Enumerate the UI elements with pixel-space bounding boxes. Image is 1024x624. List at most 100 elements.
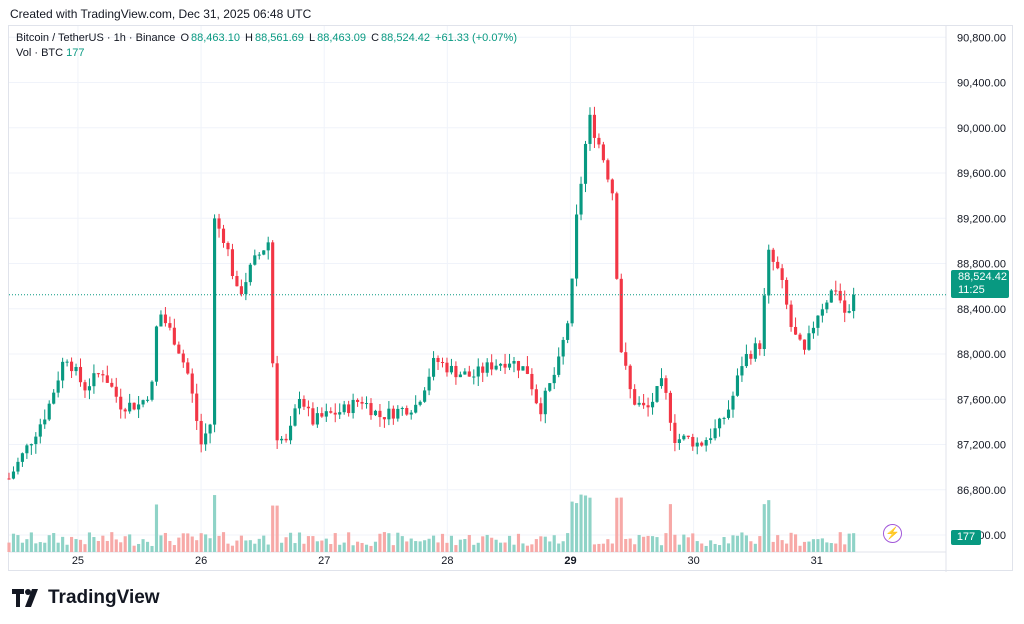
volume-bar [230,545,235,552]
candle-body [449,365,454,373]
volume-bar [266,544,270,552]
volume-bar [834,543,838,552]
y-tick-label: 90,000.00 [957,123,1006,135]
candle-body [52,392,56,404]
candle-body [807,333,811,350]
candle-body [342,404,346,413]
y-tick-label: 90,800.00 [957,32,1006,44]
candle-body [579,183,583,215]
volume-bar [391,545,395,552]
candle-body [490,362,494,370]
candle-body [655,386,659,402]
candle-body [561,339,565,357]
candle-body [798,334,802,340]
x-tick-label: 28 [441,555,453,567]
volume-bar [329,544,333,552]
candle-body [601,144,605,161]
x-tick-label: 30 [687,555,699,567]
volume-bar [369,545,373,552]
candle-body [56,380,60,393]
volume-bar [499,542,503,552]
candle-body [485,362,489,373]
volume-bar [838,532,842,552]
volume-bar [61,536,65,552]
candle-body [271,242,275,364]
candle-body [190,373,194,394]
volume-bar [378,533,382,552]
volume-bar [306,536,310,552]
volume-bar [449,535,454,552]
volume-bar [351,545,355,552]
chart-frame [8,25,1013,571]
change-value: +61.33 (+0.07%) [435,32,517,44]
volume-bar [235,540,239,552]
volume-bar [802,541,807,552]
volume-bar [664,533,668,552]
volume-bar [557,543,561,552]
candle-body [154,326,159,382]
candle-body [597,137,601,145]
candle-body [744,354,748,367]
volume-bar [615,497,619,552]
candle-body [767,249,771,296]
candle-body [825,302,829,310]
volume-bar [226,543,230,552]
volume-bar [382,532,386,552]
candle-body [713,428,717,439]
volume-bar [56,542,60,552]
candle-body [65,361,69,363]
candle-body [606,160,610,180]
volume-bar [539,536,543,552]
candle-body [119,396,123,410]
volume-bar [847,533,851,552]
volume-bar [114,539,118,552]
candle-body [668,392,672,423]
symbol-label[interactable]: Bitcoin / TetherUS · 1h · Binance [16,32,176,44]
candle-body [709,438,713,441]
volume-bar [128,534,132,552]
volume-bar [825,542,829,552]
candle-body [302,398,306,407]
volume-bar [52,533,56,552]
candle-body [552,374,556,384]
ohlc-legend: Bitcoin / TetherUS · 1h · Binance O 88,46… [16,32,519,44]
candle-body [87,386,92,391]
volume-bar [700,543,704,552]
volume-bar [119,542,123,552]
volume-bar [521,543,525,552]
volume-bar [356,541,360,552]
candle-body [244,282,248,295]
volume-bar [816,539,820,552]
candle-body [619,278,623,353]
last-price: 88,524.42 [958,271,1007,283]
candle-body [852,294,856,312]
candle-body [364,403,369,405]
candle-body [753,343,757,359]
candle-body [16,461,20,472]
candle-body [722,417,726,419]
volume-bar [141,539,145,552]
volume-label[interactable]: Vol · BTC [16,47,64,59]
volume-bar [288,532,293,552]
volume-bar [691,533,695,552]
volume-bar [534,539,538,552]
volume-bar [387,533,391,552]
volume-bar [592,544,597,552]
volume-bar [320,540,324,552]
volume-bar [476,542,480,552]
candle-body [525,366,529,374]
volume-bar [87,532,92,552]
volume-bar [20,542,24,552]
candle-body [248,264,252,283]
volume-bar [186,533,190,552]
y-tick-label: 88,800.00 [957,259,1006,271]
volume-bar [829,543,833,552]
volume-bar [458,539,462,552]
candle-body [548,383,552,391]
candle-body [718,418,722,429]
candle-body [34,436,38,445]
lightning-icon[interactable]: ⚡ [883,524,902,543]
volume-bar [445,542,449,552]
volume-bar [7,542,11,552]
